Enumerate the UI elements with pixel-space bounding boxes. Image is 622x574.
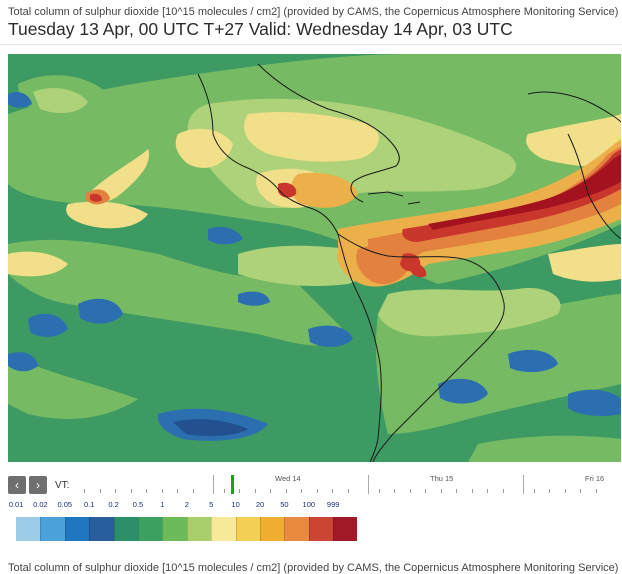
hour-tick [502, 489, 504, 493]
legend-label: 2 [184, 500, 189, 509]
legend-label: 0.5 [132, 500, 144, 509]
legend-label: 10 [231, 500, 240, 509]
legend-swatch [259, 517, 285, 541]
hour-tick [595, 489, 597, 493]
legend-label: 999 [326, 500, 340, 509]
hour-tick [192, 489, 194, 493]
legend-swatch [16, 517, 41, 541]
chart-title: Total column of sulphur dioxide [10^15 m… [8, 6, 619, 18]
legend-swatch [113, 517, 138, 541]
previous-step-button[interactable]: ‹ [8, 476, 26, 494]
legend-swatch [284, 517, 309, 541]
hour-tick [487, 489, 488, 493]
hour-tick [440, 489, 442, 493]
next-step-button[interactable]: › [29, 476, 47, 494]
hour-tick [161, 489, 163, 493]
legend-swatch [186, 517, 212, 541]
legend-labels: 0.01 0.02 0.05 0.1 0.2 0.5 1 2 5 10 20 50 100 999 [6, 500, 346, 512]
day-boundary-tick [368, 475, 369, 494]
legend-colorbar [16, 517, 358, 541]
hour-tick [471, 489, 473, 493]
hour-tick [84, 489, 85, 493]
hour-tick [146, 489, 147, 493]
hour-tick [115, 489, 116, 493]
vt-label: VT: [55, 480, 70, 491]
hour-tick [564, 489, 566, 493]
hour-tick [177, 489, 178, 493]
legend-label: 0.2 [108, 500, 119, 509]
hour-tick [347, 489, 349, 493]
legend-label: 5 [209, 500, 214, 509]
hour-tick [130, 489, 132, 493]
hour-tick [270, 489, 271, 493]
legend-swatch [162, 517, 187, 541]
day-label: Fri 16 [585, 474, 605, 483]
hour-tick [239, 489, 240, 493]
hour-tick [425, 489, 426, 493]
legend-swatch [40, 517, 65, 541]
footer-caption: Total column of sulphur dioxide [10^15 m… [8, 562, 619, 574]
current-time-marker[interactable] [231, 475, 234, 494]
legend-swatch [211, 517, 236, 541]
header-divider [0, 44, 622, 45]
day-label: Thu 15 [430, 474, 454, 483]
day-label: Wed 14 [275, 474, 301, 483]
sulphur-dioxide-map [8, 54, 621, 462]
hour-tick [580, 489, 581, 493]
hour-tick [549, 489, 550, 493]
hour-tick [332, 489, 333, 493]
hour-tick [301, 489, 302, 493]
legend-swatch [308, 517, 334, 541]
time-slider[interactable]: Wed 14 Thu 15 Fri 16 [74, 472, 622, 496]
legend-swatch [333, 517, 358, 541]
legend-swatch [89, 517, 114, 541]
day-boundary-tick [523, 475, 524, 494]
legend-label: 0.05 [57, 500, 73, 509]
hour-tick [394, 489, 395, 493]
legend-label: 0.02 [33, 500, 48, 509]
valid-time-heading: Tuesday 13 Apr, 00 UTC T+27 Valid: Wedne… [8, 19, 513, 39]
hour-tick [378, 489, 380, 493]
legend-label: 100 [302, 500, 316, 509]
legend-label: 50 [280, 500, 289, 509]
hour-tick [409, 489, 411, 493]
hour-tick [223, 489, 225, 493]
chevron-left-icon: ‹ [15, 478, 19, 492]
hour-tick [316, 489, 318, 493]
legend-label: 1 [160, 500, 165, 509]
hour-tick [254, 489, 256, 493]
chevron-right-icon: › [36, 478, 40, 492]
legend-label: 0.1 [83, 500, 95, 509]
hour-tick [285, 489, 287, 493]
legend-label: 0.01 [8, 500, 24, 509]
day-boundary-tick [213, 475, 214, 494]
legend-label: 20 [255, 500, 265, 509]
hour-tick [99, 489, 101, 493]
hour-tick [533, 489, 535, 493]
hour-tick [456, 489, 457, 493]
legend-swatch [235, 517, 260, 541]
legend-swatch [64, 517, 90, 541]
legend-swatch [137, 517, 163, 541]
